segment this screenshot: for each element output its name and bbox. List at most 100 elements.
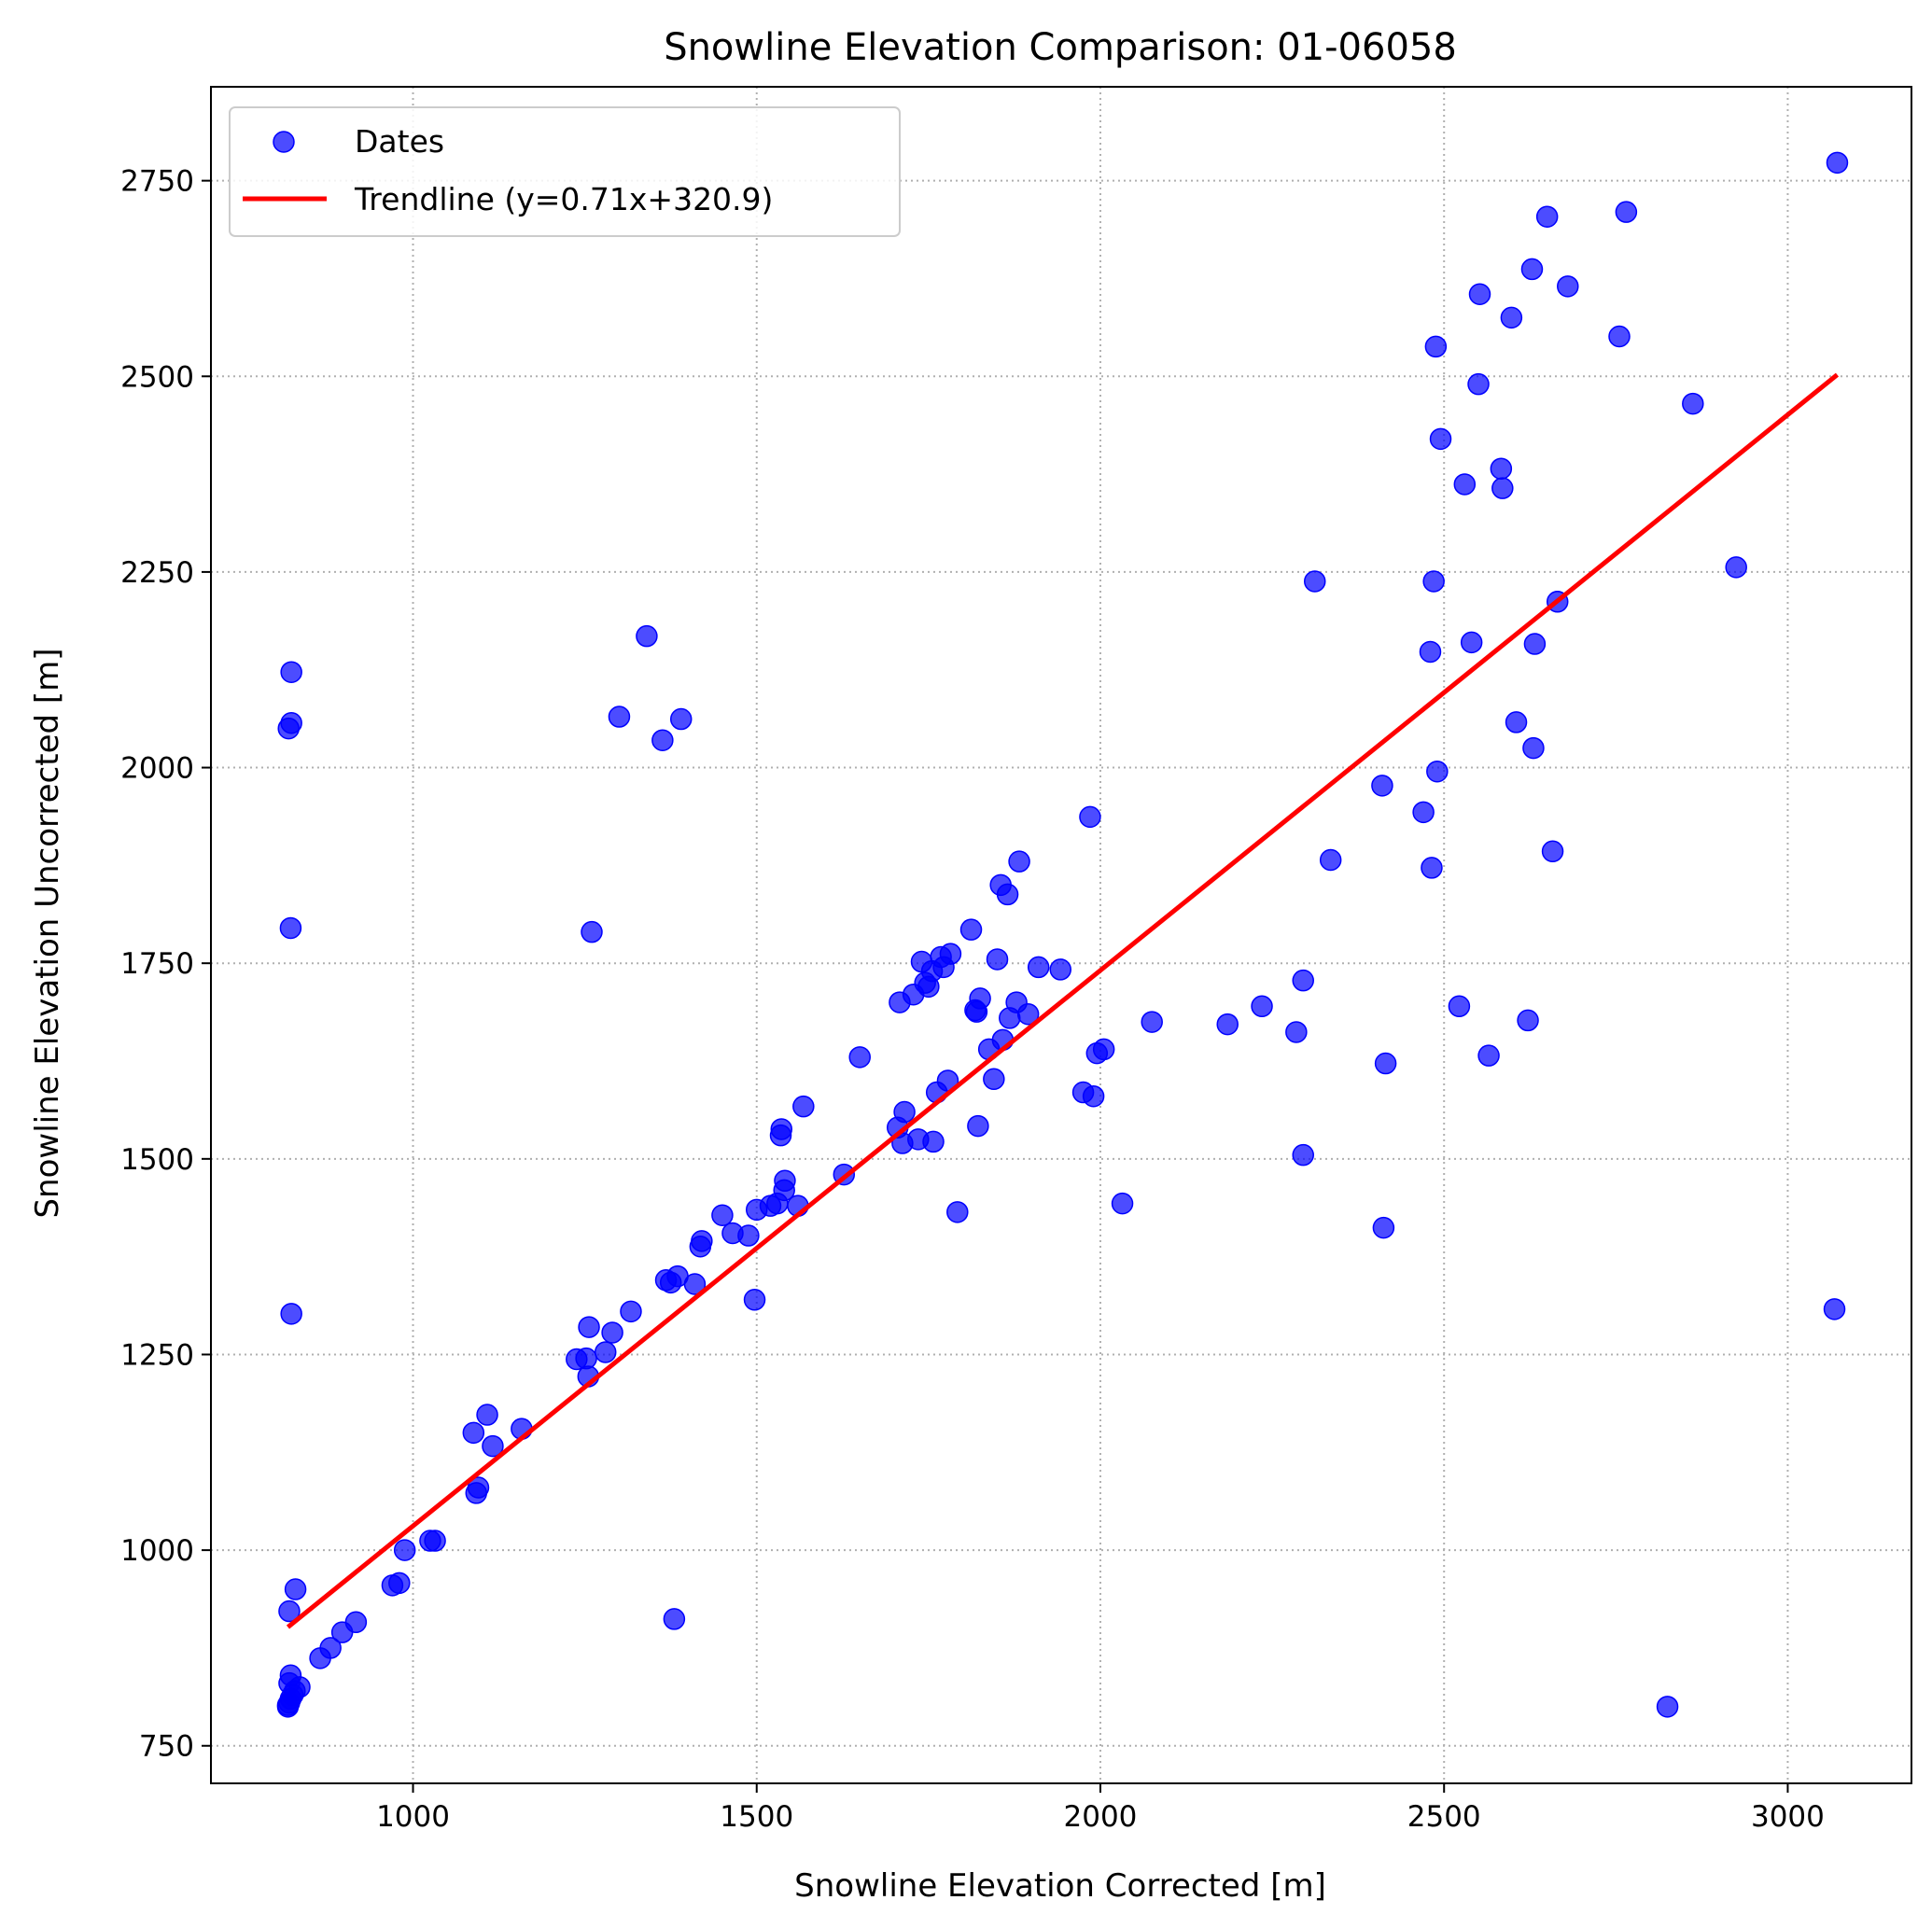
data-point: [969, 987, 991, 1010]
data-point: [743, 1289, 766, 1311]
data-point: [1826, 151, 1849, 175]
data-point: [1557, 275, 1579, 298]
data-point: [1656, 1696, 1679, 1718]
data-point: [1371, 775, 1393, 797]
y-axis-ticks: 750 1000 1250 1500 1750 2000 2250 2500 2750: [120, 165, 211, 1764]
data-point: [1823, 1298, 1846, 1320]
data-point: [578, 1316, 600, 1338]
data-point: [986, 948, 1009, 971]
data-point: [691, 1230, 713, 1252]
data-point: [1490, 457, 1513, 480]
data-point: [669, 707, 693, 731]
data-point: [1372, 1216, 1395, 1239]
y-tick-label: 2750: [120, 165, 194, 199]
y-axis-label: Snowline Elevation Uncorrected [m]: [29, 648, 66, 1218]
data-point: [1517, 1009, 1539, 1032]
data-point: [1049, 958, 1072, 981]
y-tick-label: 2000: [120, 752, 194, 786]
data-point: [848, 1046, 871, 1069]
data-point: [1421, 857, 1443, 879]
data-point: [1682, 392, 1704, 415]
data-point: [983, 1068, 1005, 1091]
legend-marker-dates: [273, 131, 295, 153]
data-point: [1460, 631, 1483, 654]
data-point: [1477, 1044, 1500, 1067]
y-tick-label: 750: [139, 1730, 194, 1764]
data-point: [278, 1600, 301, 1623]
data-point: [393, 1539, 416, 1561]
data-point: [770, 1118, 793, 1140]
data-point: [1285, 1021, 1308, 1043]
data-point: [1082, 1084, 1105, 1108]
data-point: [1467, 372, 1490, 396]
data-point: [1424, 335, 1448, 358]
trendline-layer: [286, 372, 1840, 1629]
data-point: [467, 1476, 490, 1499]
data-point: [344, 1611, 368, 1634]
data-point: [279, 1664, 302, 1687]
legend-box: [229, 106, 901, 237]
data-point: [1027, 956, 1050, 979]
data-point: [284, 1578, 307, 1600]
data-point: [1141, 1011, 1163, 1033]
y-tick-label: 1000: [120, 1534, 194, 1568]
data-point: [737, 1224, 760, 1247]
data-point: [1292, 969, 1314, 992]
data-point: [476, 1404, 498, 1426]
data-point: [1523, 633, 1547, 655]
x-axis-ticks: 1000 1500 2000 2500 3000: [376, 1783, 1825, 1834]
data-point: [1008, 850, 1030, 873]
data-point: [922, 1130, 945, 1153]
legend-label-dates: Dates: [355, 123, 444, 160]
x-tick-label: 2000: [1064, 1800, 1138, 1834]
data-point: [462, 1421, 485, 1445]
x-tick-label: 3000: [1751, 1800, 1825, 1834]
data-point: [482, 1434, 504, 1458]
data-point: [1500, 306, 1523, 329]
data-point: [774, 1169, 796, 1193]
data-point: [620, 1300, 642, 1323]
data-point: [1111, 1192, 1134, 1215]
data-point: [711, 1204, 734, 1226]
data-point: [636, 624, 658, 648]
data-point: [946, 1201, 969, 1223]
data-point: [1429, 427, 1452, 451]
trendline: [286, 372, 1840, 1629]
data-point: [1426, 760, 1449, 783]
data-point: [279, 916, 302, 940]
data-point: [893, 1100, 916, 1124]
data-point: [1608, 325, 1631, 348]
data-point: [967, 1114, 989, 1138]
data-point: [581, 920, 603, 943]
data-point: [1016, 1002, 1040, 1026]
y-tick-label: 2250: [120, 556, 194, 590]
legend-label-trendline: Trendline (y=0.71x+320.9): [354, 181, 773, 217]
data-points: [276, 151, 1849, 1718]
data-point: [792, 1095, 815, 1118]
y-tick-label: 1750: [120, 947, 194, 981]
data-point: [1725, 556, 1747, 579]
data-point: [996, 883, 1019, 906]
data-point: [1251, 995, 1273, 1018]
data-point: [280, 1303, 302, 1325]
data-point: [601, 1321, 623, 1344]
data-point: [424, 1530, 446, 1552]
data-point: [1419, 640, 1442, 664]
data-point: [1541, 840, 1564, 863]
data-point: [1412, 801, 1435, 824]
data-point: [1535, 205, 1559, 228]
data-point: [1092, 1038, 1115, 1061]
data-point: [1453, 473, 1477, 496]
chart-title: Snowline Elevation Comparison: 01-06058: [664, 26, 1457, 69]
data-point: [1520, 258, 1544, 281]
data-point: [651, 729, 674, 751]
x-tick-label: 1500: [720, 1800, 793, 1834]
y-tick-label: 2500: [120, 360, 194, 394]
data-point: [1422, 570, 1445, 593]
grid-lines: [211, 87, 1911, 1783]
y-tick-label: 1250: [120, 1338, 194, 1372]
data-point: [1079, 805, 1101, 829]
data-point: [959, 918, 983, 941]
x-tick-label: 1000: [376, 1800, 450, 1834]
